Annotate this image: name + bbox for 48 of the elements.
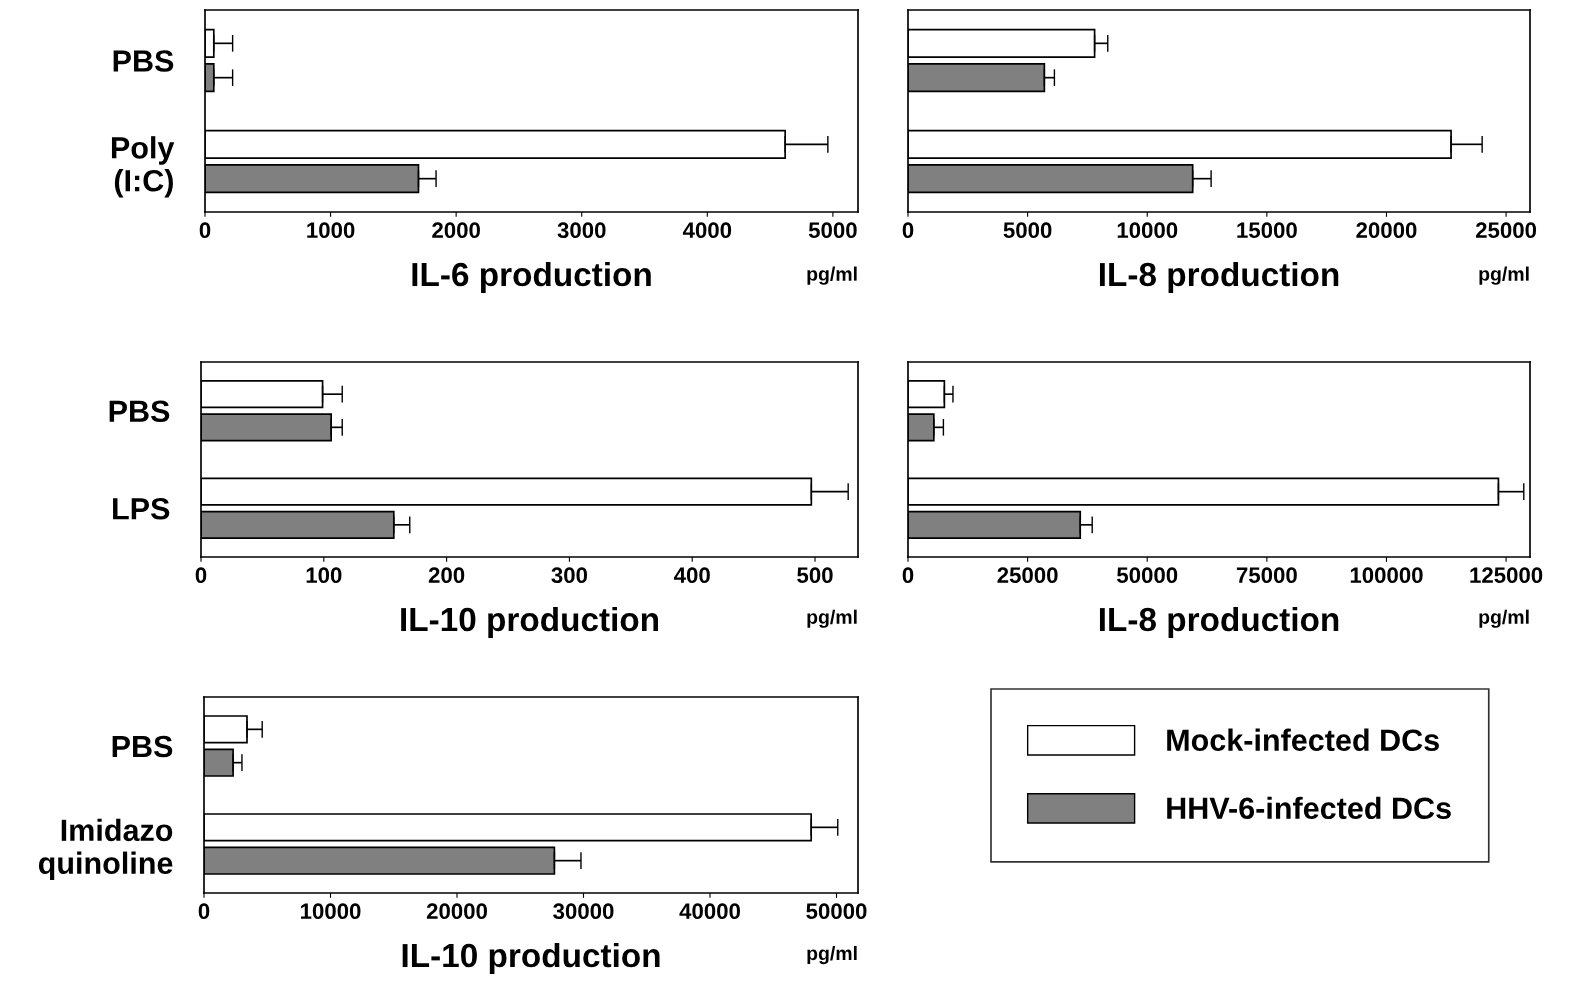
x-tick-label: 10000 bbox=[301, 903, 361, 920]
x-tick-label: 3000 bbox=[557, 222, 606, 239]
y-tick-label: PBS bbox=[113, 50, 174, 72]
x-tick-label: 40000 bbox=[679, 903, 740, 920]
x-tick-label: 300 bbox=[551, 567, 588, 584]
x-tick-label: 2000 bbox=[432, 222, 480, 239]
x-tick-label: 200 bbox=[428, 567, 465, 584]
legend-label: HHV-6-infected DCs bbox=[1167, 796, 1451, 820]
legend-label: Mock-infected DCs bbox=[1167, 728, 1439, 752]
x-tick-label: 100 bbox=[306, 567, 342, 584]
x-tick-label: 50000 bbox=[806, 903, 867, 920]
x-tick-label: 0 bbox=[198, 903, 210, 920]
x-tick-label: 0 bbox=[199, 222, 211, 239]
x-tick-label: 125000 bbox=[1470, 567, 1543, 584]
x-tick-label: 20000 bbox=[1356, 222, 1417, 239]
x-tick-label: 20000 bbox=[426, 903, 487, 920]
x-tick-label: 1000 bbox=[307, 222, 355, 239]
x-axis-title: IL-8 production bbox=[1099, 261, 1339, 293]
text: pg/ml bbox=[807, 609, 857, 628]
x-tick-label: 100000 bbox=[1350, 567, 1423, 584]
x-tick-label: 5000 bbox=[1003, 222, 1052, 239]
x-axis-title: IL-6 production bbox=[412, 261, 651, 293]
x-tick-label: 0 bbox=[902, 222, 914, 239]
x-tick-label: 25000 bbox=[1475, 222, 1537, 239]
text: pg/ml bbox=[807, 266, 857, 285]
x-tick-label: 0 bbox=[902, 567, 914, 584]
x-tick-label: 500 bbox=[797, 567, 833, 584]
x-tick-label: 30000 bbox=[553, 903, 614, 920]
x-tick-label: 5000 bbox=[808, 222, 857, 239]
x-tick-label: 0 bbox=[195, 567, 207, 584]
x-tick-label: 25000 bbox=[997, 567, 1058, 584]
x-axis-title: IL-8 production bbox=[1099, 606, 1339, 638]
text: pg/ml bbox=[1479, 609, 1529, 628]
x-axis-title: IL-10 production bbox=[401, 606, 658, 638]
text: pg/ml bbox=[807, 945, 857, 965]
text: pg/ml bbox=[1479, 266, 1529, 285]
x-tick-label: 15000 bbox=[1237, 222, 1297, 239]
x-tick-label: 50000 bbox=[1117, 567, 1178, 584]
y-tick-label: Poly (I:C) bbox=[111, 136, 175, 198]
x-tick-label: 4000 bbox=[682, 222, 732, 239]
x-tick-label: 75000 bbox=[1236, 567, 1297, 584]
y-tick-label: PBS bbox=[112, 735, 173, 758]
x-tick-label: 400 bbox=[674, 567, 710, 584]
x-axis-title: IL-10 production bbox=[402, 942, 660, 974]
y-tick-label: Imidazo quinoline bbox=[38, 818, 173, 881]
y-tick-label: PBS bbox=[109, 400, 170, 423]
y-tick-label: LPS bbox=[113, 497, 170, 520]
x-tick-label: 10000 bbox=[1117, 222, 1178, 239]
